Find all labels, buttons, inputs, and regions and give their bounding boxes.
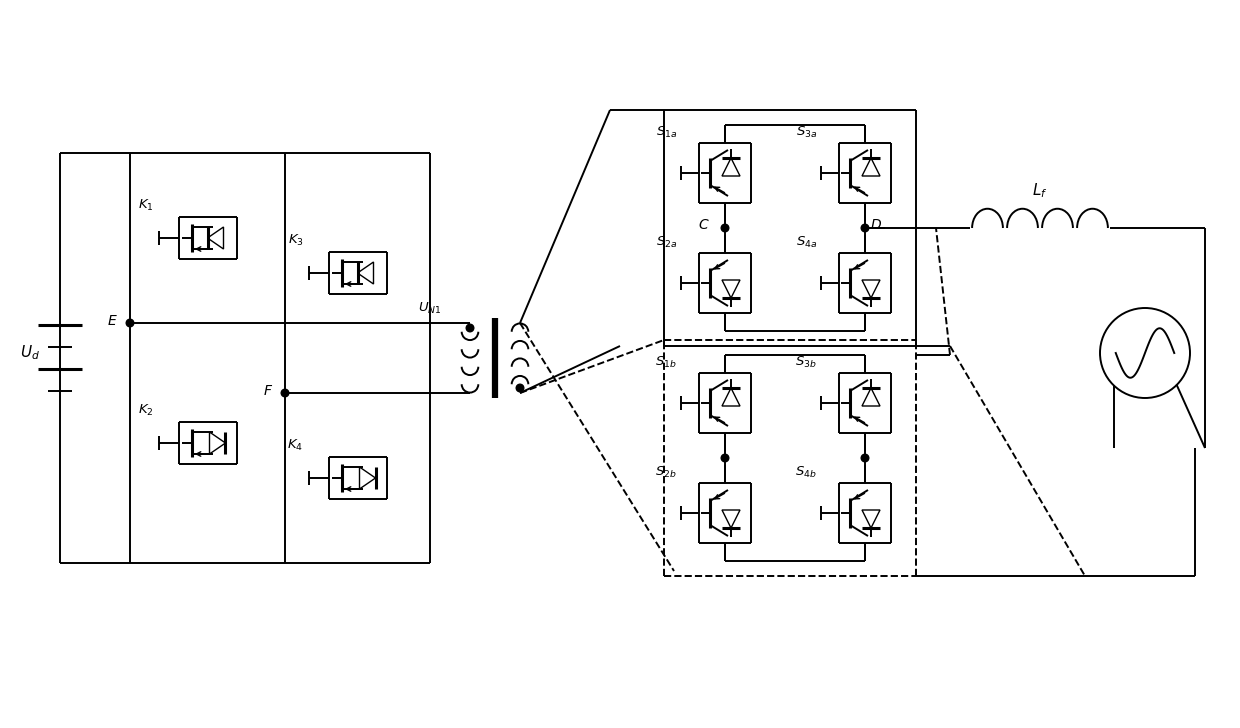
Text: $S_{2a}$: $S_{2a}$ (656, 235, 677, 250)
Text: $K_1$: $K_1$ (138, 198, 154, 213)
Text: $S_{1b}$: $S_{1b}$ (655, 355, 677, 370)
Text: $C$: $C$ (698, 218, 711, 232)
Text: $S_{3a}$: $S_{3a}$ (796, 125, 817, 140)
Circle shape (126, 319, 134, 327)
Text: $S_{4a}$: $S_{4a}$ (796, 235, 817, 250)
Text: $S_{3b}$: $S_{3b}$ (795, 355, 817, 370)
Text: $F$: $F$ (263, 384, 273, 398)
Text: $K_3$: $K_3$ (288, 233, 304, 248)
Circle shape (722, 224, 729, 232)
Circle shape (862, 454, 869, 462)
Text: $K_2$: $K_2$ (138, 403, 154, 418)
Text: $S_{2b}$: $S_{2b}$ (655, 465, 677, 480)
Text: $D$: $D$ (870, 218, 882, 232)
Circle shape (516, 384, 523, 392)
Text: $S_{1a}$: $S_{1a}$ (656, 125, 677, 140)
Circle shape (466, 324, 474, 332)
Text: $K_4$: $K_4$ (288, 438, 304, 453)
Text: $S_{4b}$: $S_{4b}$ (795, 465, 817, 480)
Text: $E$: $E$ (108, 314, 118, 328)
Circle shape (722, 454, 729, 462)
Text: $U_{N1}$: $U_{N1}$ (418, 301, 441, 315)
Text: $L_f$: $L_f$ (1032, 181, 1048, 200)
Circle shape (281, 389, 289, 397)
Circle shape (862, 224, 869, 232)
Text: $U_d$: $U_d$ (20, 344, 40, 363)
